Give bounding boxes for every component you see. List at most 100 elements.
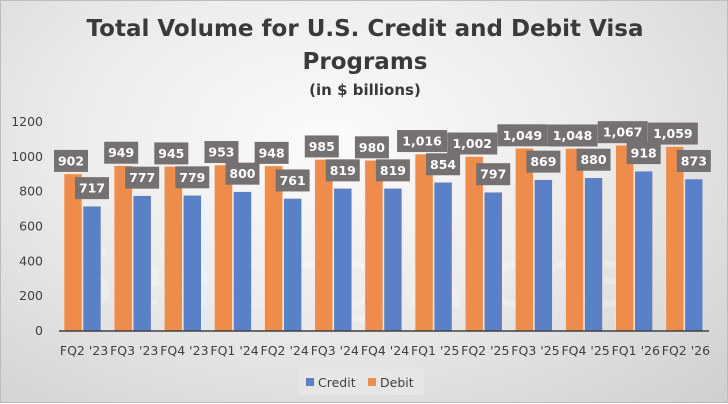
x-tick-label: FQ4 '23 (160, 343, 208, 358)
credit-bar (233, 191, 252, 332)
y-tick-label: 1000 (11, 149, 43, 164)
credit-bar (283, 198, 302, 332)
credit-bar (132, 195, 152, 332)
debit-data-label-box (497, 124, 548, 147)
debit-data-label-box (104, 141, 139, 164)
credit-bar (483, 191, 503, 332)
debit-data-label: 953 (208, 145, 234, 160)
debit-legend-swatch (368, 378, 376, 386)
x-tick-label: FQ2 '26 (662, 343, 710, 358)
credit-data-label-box (476, 163, 511, 186)
debit-data-label-box (204, 141, 239, 164)
debit-data-label: 1,016 (402, 134, 442, 149)
debit-bar (565, 148, 584, 332)
credit-data-label-box (125, 166, 160, 189)
credit-data-label: 779 (179, 170, 205, 185)
credit-bar (534, 179, 553, 332)
credit-bar (383, 188, 403, 332)
debit-bar (314, 159, 334, 332)
debit-data-label: 902 (58, 153, 84, 168)
chart-title-line1: Total Volume for U.S. Credit and Debit V… (87, 16, 644, 42)
debit-data-label: 945 (158, 146, 184, 161)
debit-bar (414, 153, 434, 332)
x-tick-label: FQ2 '24 (261, 343, 309, 358)
debit-data-label: 1,049 (503, 128, 543, 143)
debit-data-label-box (304, 135, 339, 158)
x-tick-label: FQ1 '24 (210, 343, 258, 358)
debit-data-label-box (54, 149, 88, 172)
credit-data-label-box (75, 177, 109, 200)
debit-bar (164, 166, 183, 332)
debit-data-label-box (254, 141, 289, 164)
debit-data-label-box (154, 142, 189, 165)
credit-data-label-box (426, 153, 461, 176)
debit-bar (665, 146, 685, 332)
credit-data-label: 800 (229, 166, 255, 181)
x-tick-label: FQ4 '25 (561, 343, 609, 358)
y-tick-label: 0 (35, 323, 43, 338)
debit-bar (515, 147, 534, 332)
credit-data-label-box (275, 169, 310, 192)
debit-data-label-box (647, 122, 698, 145)
y-tick-label: 800 (19, 184, 43, 199)
credit-data-label-box (626, 142, 661, 165)
debit-data-label: 1,048 (553, 128, 593, 143)
y-tick-label: 400 (19, 253, 43, 268)
debit-legend-label: Debit (380, 375, 414, 390)
debit-data-label-box (547, 124, 598, 147)
credit-bar (183, 195, 202, 332)
debit-bar (615, 144, 634, 332)
credit-data-label-box (325, 159, 360, 182)
credit-data-label-box (676, 149, 711, 172)
credit-data-label: 854 (430, 157, 456, 172)
debit-data-label: 949 (108, 145, 134, 160)
debit-data-label: 980 (359, 140, 385, 155)
credit-data-label: 819 (330, 163, 356, 178)
debit-bar (364, 160, 384, 332)
debit-data-label-box (397, 130, 448, 153)
debit-bar (214, 164, 233, 332)
debit-data-label: 1,059 (653, 126, 693, 141)
x-tick-label: FQ4 '24 (361, 343, 409, 358)
debit-data-label-box (447, 132, 498, 155)
credit-bar (82, 205, 102, 332)
debit-data-label: 948 (259, 145, 285, 160)
credit-bar (433, 181, 453, 332)
x-tick-label: FQ3 '25 (511, 343, 559, 358)
y-tick-label: 1200 (11, 114, 43, 129)
credit-data-label-box (175, 166, 210, 189)
debit-data-label: 985 (309, 139, 335, 154)
credit-data-label-box (225, 162, 260, 185)
credit-data-label-box (526, 150, 561, 173)
debit-data-label: 1,002 (452, 136, 492, 151)
credit-data-label-box (375, 159, 410, 182)
credit-data-label: 880 (580, 152, 606, 167)
credit-data-label: 777 (129, 170, 155, 185)
credit-data-label-box (576, 148, 611, 171)
credit-data-label: 717 (79, 181, 105, 196)
x-tick-label: FQ1 '26 (612, 343, 660, 358)
legend-box (298, 369, 424, 395)
y-tick-label: 600 (19, 219, 43, 234)
debit-data-label: 1,067 (603, 125, 643, 140)
credit-bar (333, 188, 353, 332)
y-tick-label: 200 (19, 288, 43, 303)
credit-data-label: 819 (380, 163, 406, 178)
credit-data-label: 918 (631, 146, 657, 161)
credit-legend-swatch (306, 378, 314, 386)
x-tick-label: FQ1 '25 (411, 343, 459, 358)
credit-data-label: 797 (480, 167, 506, 182)
debit-data-label-box (354, 136, 389, 159)
credit-bar (584, 177, 603, 332)
x-tick-label: FQ3 '24 (311, 343, 359, 358)
x-tick-label: FQ2 '25 (461, 343, 509, 358)
x-tick-label: FQ3 '23 (110, 343, 158, 358)
credit-data-label: 761 (280, 173, 306, 188)
x-tick-label: FQ2 '23 (60, 343, 108, 358)
debit-bar (113, 165, 133, 332)
chart-title-line2: Programs (303, 49, 428, 75)
credit-legend-label: Credit (318, 375, 356, 390)
chart-subtitle: (in $ billions) (309, 81, 421, 99)
